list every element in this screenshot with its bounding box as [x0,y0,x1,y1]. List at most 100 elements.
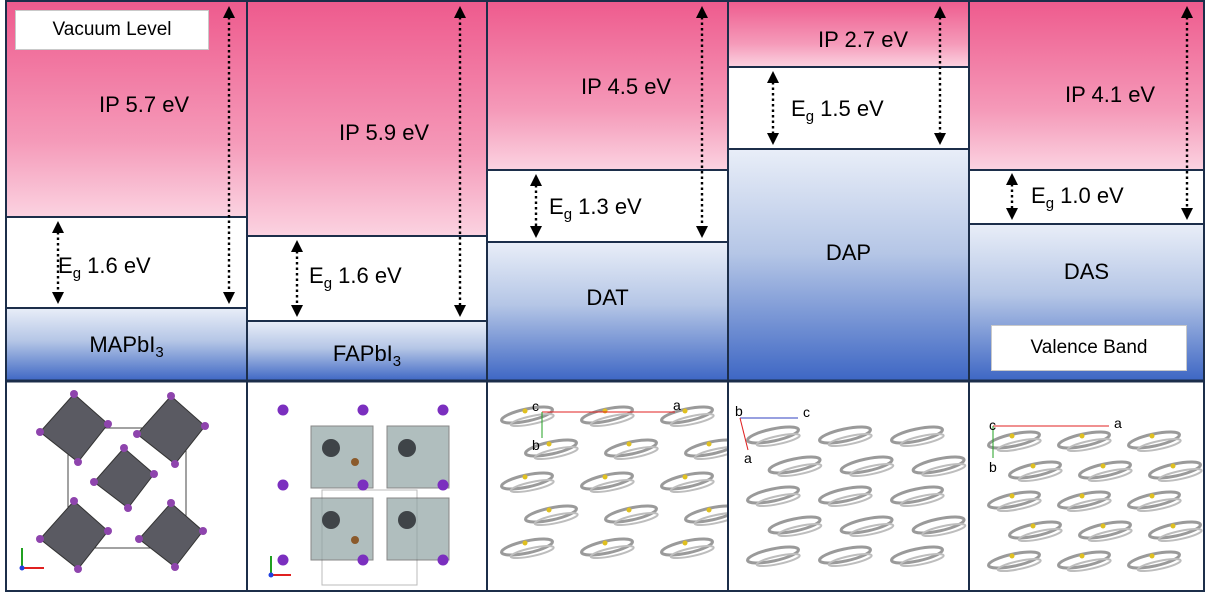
ionization-potential-arrow [696,6,708,238]
molecule [684,438,728,461]
molecule [604,438,659,461]
molecule-ring [1136,498,1182,513]
iodine-atom [277,479,289,491]
octahedron-3 [386,497,450,561]
iodine-atom [167,392,175,400]
molecule-ring [509,479,555,494]
molecule [890,425,945,448]
arrow-head-up [934,6,946,18]
molecule-ring [996,558,1042,573]
molecule-body [839,515,894,535]
arrow-head-down [767,133,779,145]
structure-art-mapbi3 [6,6,247,573]
molecule-ring [1136,558,1182,573]
molecule-ring [1017,528,1063,543]
bandgap-arrow [291,240,303,317]
sulfur-atom [1149,433,1155,439]
arrow-head-up [696,6,708,18]
molecule [911,455,967,478]
iodine-atom [277,404,289,416]
molecule [767,455,823,478]
molecule-ring [1157,528,1203,543]
ip-region [247,0,487,236]
molecule [524,438,579,461]
iodine-atom [437,479,449,491]
bandgap-region [6,217,247,308]
iodine-atom [133,430,141,438]
iodine-atom [437,554,449,566]
arrow-head-up [1181,6,1193,18]
structure-art-dat [487,6,728,560]
arrow-head-down [454,305,466,317]
molecule-ring [1087,468,1133,483]
iodine-atom [36,428,44,436]
molecule [1008,520,1063,543]
outer-border [5,0,1205,592]
molecule-ring [613,512,659,527]
molecule [524,504,579,527]
molecule [1127,430,1182,453]
material-name: DAT [586,285,629,310]
bandgap-region [487,170,728,242]
molecule [580,471,635,494]
molecule [1127,490,1182,513]
bandgap-arrow [1006,173,1018,220]
molecule-ring [777,523,823,538]
molecule-ring [755,553,801,568]
arrow-head-down [52,292,64,304]
material-name: MAPbI3 [89,332,164,361]
molecule-ring [1017,468,1063,483]
molecule [818,545,873,568]
molecule [684,504,728,527]
carbon-atom [351,458,359,466]
sulfur-atom [626,507,632,513]
bandgap-label: Eg 1.6 eV [58,253,151,282]
molecule-body [767,515,822,535]
iodine-atom [70,390,78,398]
iodine-atom [199,527,207,535]
molecule [818,425,873,448]
molecule [604,504,659,527]
molecule-body [890,485,944,505]
sulfur-atom [522,474,528,480]
arrow-head-up [52,221,64,233]
ionization-potential-arrow [454,6,466,317]
iodine-atom [135,535,143,543]
arrow-head-up [530,174,542,186]
axis-origin [19,565,25,571]
axis-label-b: b [532,437,540,453]
ip-label: IP 4.1 eV [1065,82,1156,107]
lead-atom [398,511,416,529]
column-dat: IP 4.5 eV Eg 1.3 eV DAT c b a [487,0,728,592]
molecule-ring [1087,528,1133,543]
axis-origin [268,572,274,578]
molecule-body [890,545,944,565]
bandgap-arrow [52,221,64,304]
iodine-atom [74,458,82,466]
column-fapbi3: IP 5.9 eV Eg 1.6 eV FAPbI3 [247,0,487,592]
sulfur-atom [1170,463,1176,469]
valence-band-region [247,321,487,381]
axis-label-c: c [989,417,996,433]
molecule-ring [827,493,873,508]
molecule-ring [533,512,579,527]
molecule [839,455,895,478]
molecule-body [818,425,872,445]
ip-region [487,0,728,170]
structure-art-dap [728,6,969,568]
molecule-ring [693,446,728,461]
molecule [987,430,1042,453]
iodine-atom [171,563,179,571]
molecule-body [911,455,966,475]
molecule [839,515,895,538]
molecule-ring [669,413,715,428]
molecule-ring [509,545,555,560]
axis-label-b: b [989,459,997,475]
molecule-body [767,455,822,475]
molecule [1057,430,1112,453]
molecule-ring [613,446,659,461]
bandgap-label: Eg 1.6 eV [309,263,402,292]
molecule [1057,550,1112,573]
molecule [1127,550,1182,573]
